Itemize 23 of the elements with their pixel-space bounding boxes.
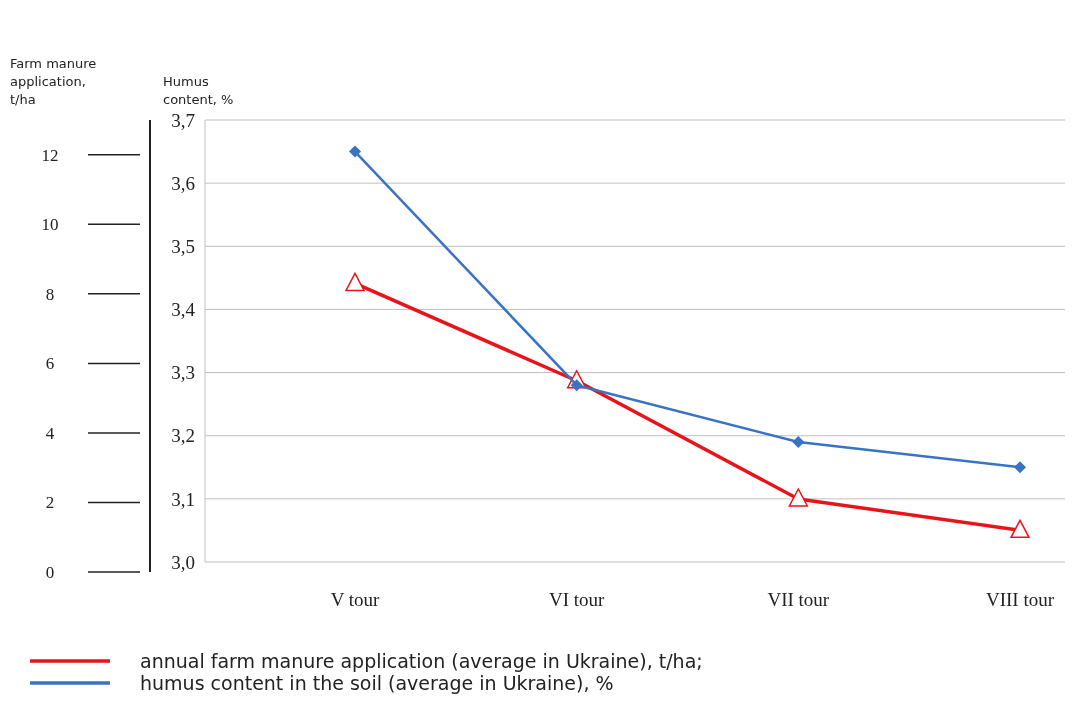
- x-tick-label: V tour: [330, 589, 381, 610]
- legend-label: humus content in the soil (average in Ukraine), %: [140, 671, 614, 694]
- y2-tick-label: 6: [45, 354, 55, 374]
- x-tick-label: VI tour: [548, 589, 606, 610]
- y-tick-label: 3,2: [171, 425, 195, 447]
- y-axis-title: Humus content, %: [163, 74, 234, 107]
- y2-axis-title: Farm manure application, t/ha: [10, 56, 97, 107]
- y-tick-label: 3,4: [171, 299, 196, 321]
- y2-tick-label: 0: [45, 562, 55, 582]
- y2-tick-label: 12: [41, 145, 59, 165]
- y2-tick-label: 2: [45, 493, 55, 513]
- y-tick-label: 3,5: [171, 235, 195, 257]
- y-tick-label: 3,7: [171, 109, 195, 131]
- legend-label: annual farm manure application (average in Ukraine), t/ha;: [140, 649, 703, 672]
- y-tick-label: 3,0: [171, 551, 195, 573]
- y-tick-label: 3,1: [171, 488, 195, 510]
- x-tick-label: VIII tour: [985, 589, 1055, 610]
- y2-tick-label: 4: [45, 423, 55, 443]
- y2-tick-label: 10: [41, 215, 59, 235]
- y2-tick-label: 8: [45, 284, 55, 304]
- y-tick-label: 3,3: [171, 362, 195, 384]
- x-tick-label: VII tour: [767, 589, 830, 610]
- y-tick-label: 3,6: [171, 172, 195, 194]
